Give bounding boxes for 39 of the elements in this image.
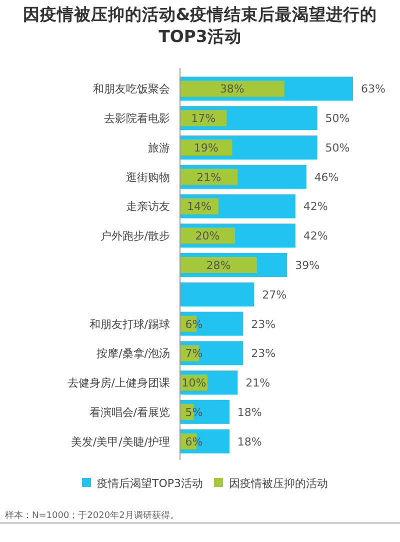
- data-label: 21%: [246, 376, 270, 390]
- data-label: 18%: [237, 435, 262, 448]
- data-label: 23%: [251, 347, 276, 360]
- data-label: 10%: [182, 376, 206, 390]
- legend-label: 疫情后渴望TOP3活动: [97, 477, 204, 490]
- data-label: 63%: [361, 82, 386, 96]
- data-label: 18%: [237, 406, 262, 419]
- data-label: 27%: [262, 288, 287, 302]
- data-label: 19%: [194, 141, 218, 154]
- y-tick-label: 去健身房/上健身团课: [67, 376, 170, 390]
- text: 样本：N=1000；于2020年2月调研获得。: [5, 510, 179, 521]
- bar: [180, 282, 254, 306]
- y-tick-label: 户外跑步/散步: [100, 230, 170, 243]
- y-tick-label: 去影院看电影: [104, 112, 170, 126]
- data-label: 21%: [196, 170, 222, 184]
- data-label: 28%: [206, 259, 231, 272]
- y-tick-label: 旅游: [148, 141, 170, 154]
- y-tick-label: 看演唱会/看展览: [89, 406, 170, 419]
- y-tick-label: 走亲访友: [126, 200, 170, 214]
- y-tick-label: 和朋友吃饭聚会: [93, 82, 170, 96]
- data-label: 50%: [325, 112, 350, 126]
- bar: [180, 80, 284, 97]
- data-label: 17%: [191, 112, 216, 126]
- data-label: 50%: [325, 141, 350, 154]
- data-label: 46%: [314, 170, 339, 184]
- data-label: 14%: [186, 200, 212, 214]
- chart-title: 因疫情被压抑的活动&疫情结束后最渴望进行的TOP3活动: [22, 4, 378, 48]
- data-label: 42%: [303, 200, 328, 214]
- data-label: 38%: [220, 82, 244, 96]
- y-tick-label: 逛街购物: [126, 170, 170, 184]
- data-label: 23%: [251, 318, 276, 331]
- legend-label: 因疫情被压抑的活动: [229, 477, 328, 490]
- data-label: 20%: [195, 230, 220, 243]
- data-label: 42%: [303, 230, 328, 243]
- y-tick-label: 按摩/桑拿/泡汤: [96, 347, 170, 360]
- y-tick-label: 和朋友打球/踢球: [89, 318, 170, 331]
- y-tick-label: 美发/美甲/美睫/护理: [70, 435, 170, 448]
- bar: [180, 257, 257, 273]
- data-label: 39%: [295, 259, 320, 272]
